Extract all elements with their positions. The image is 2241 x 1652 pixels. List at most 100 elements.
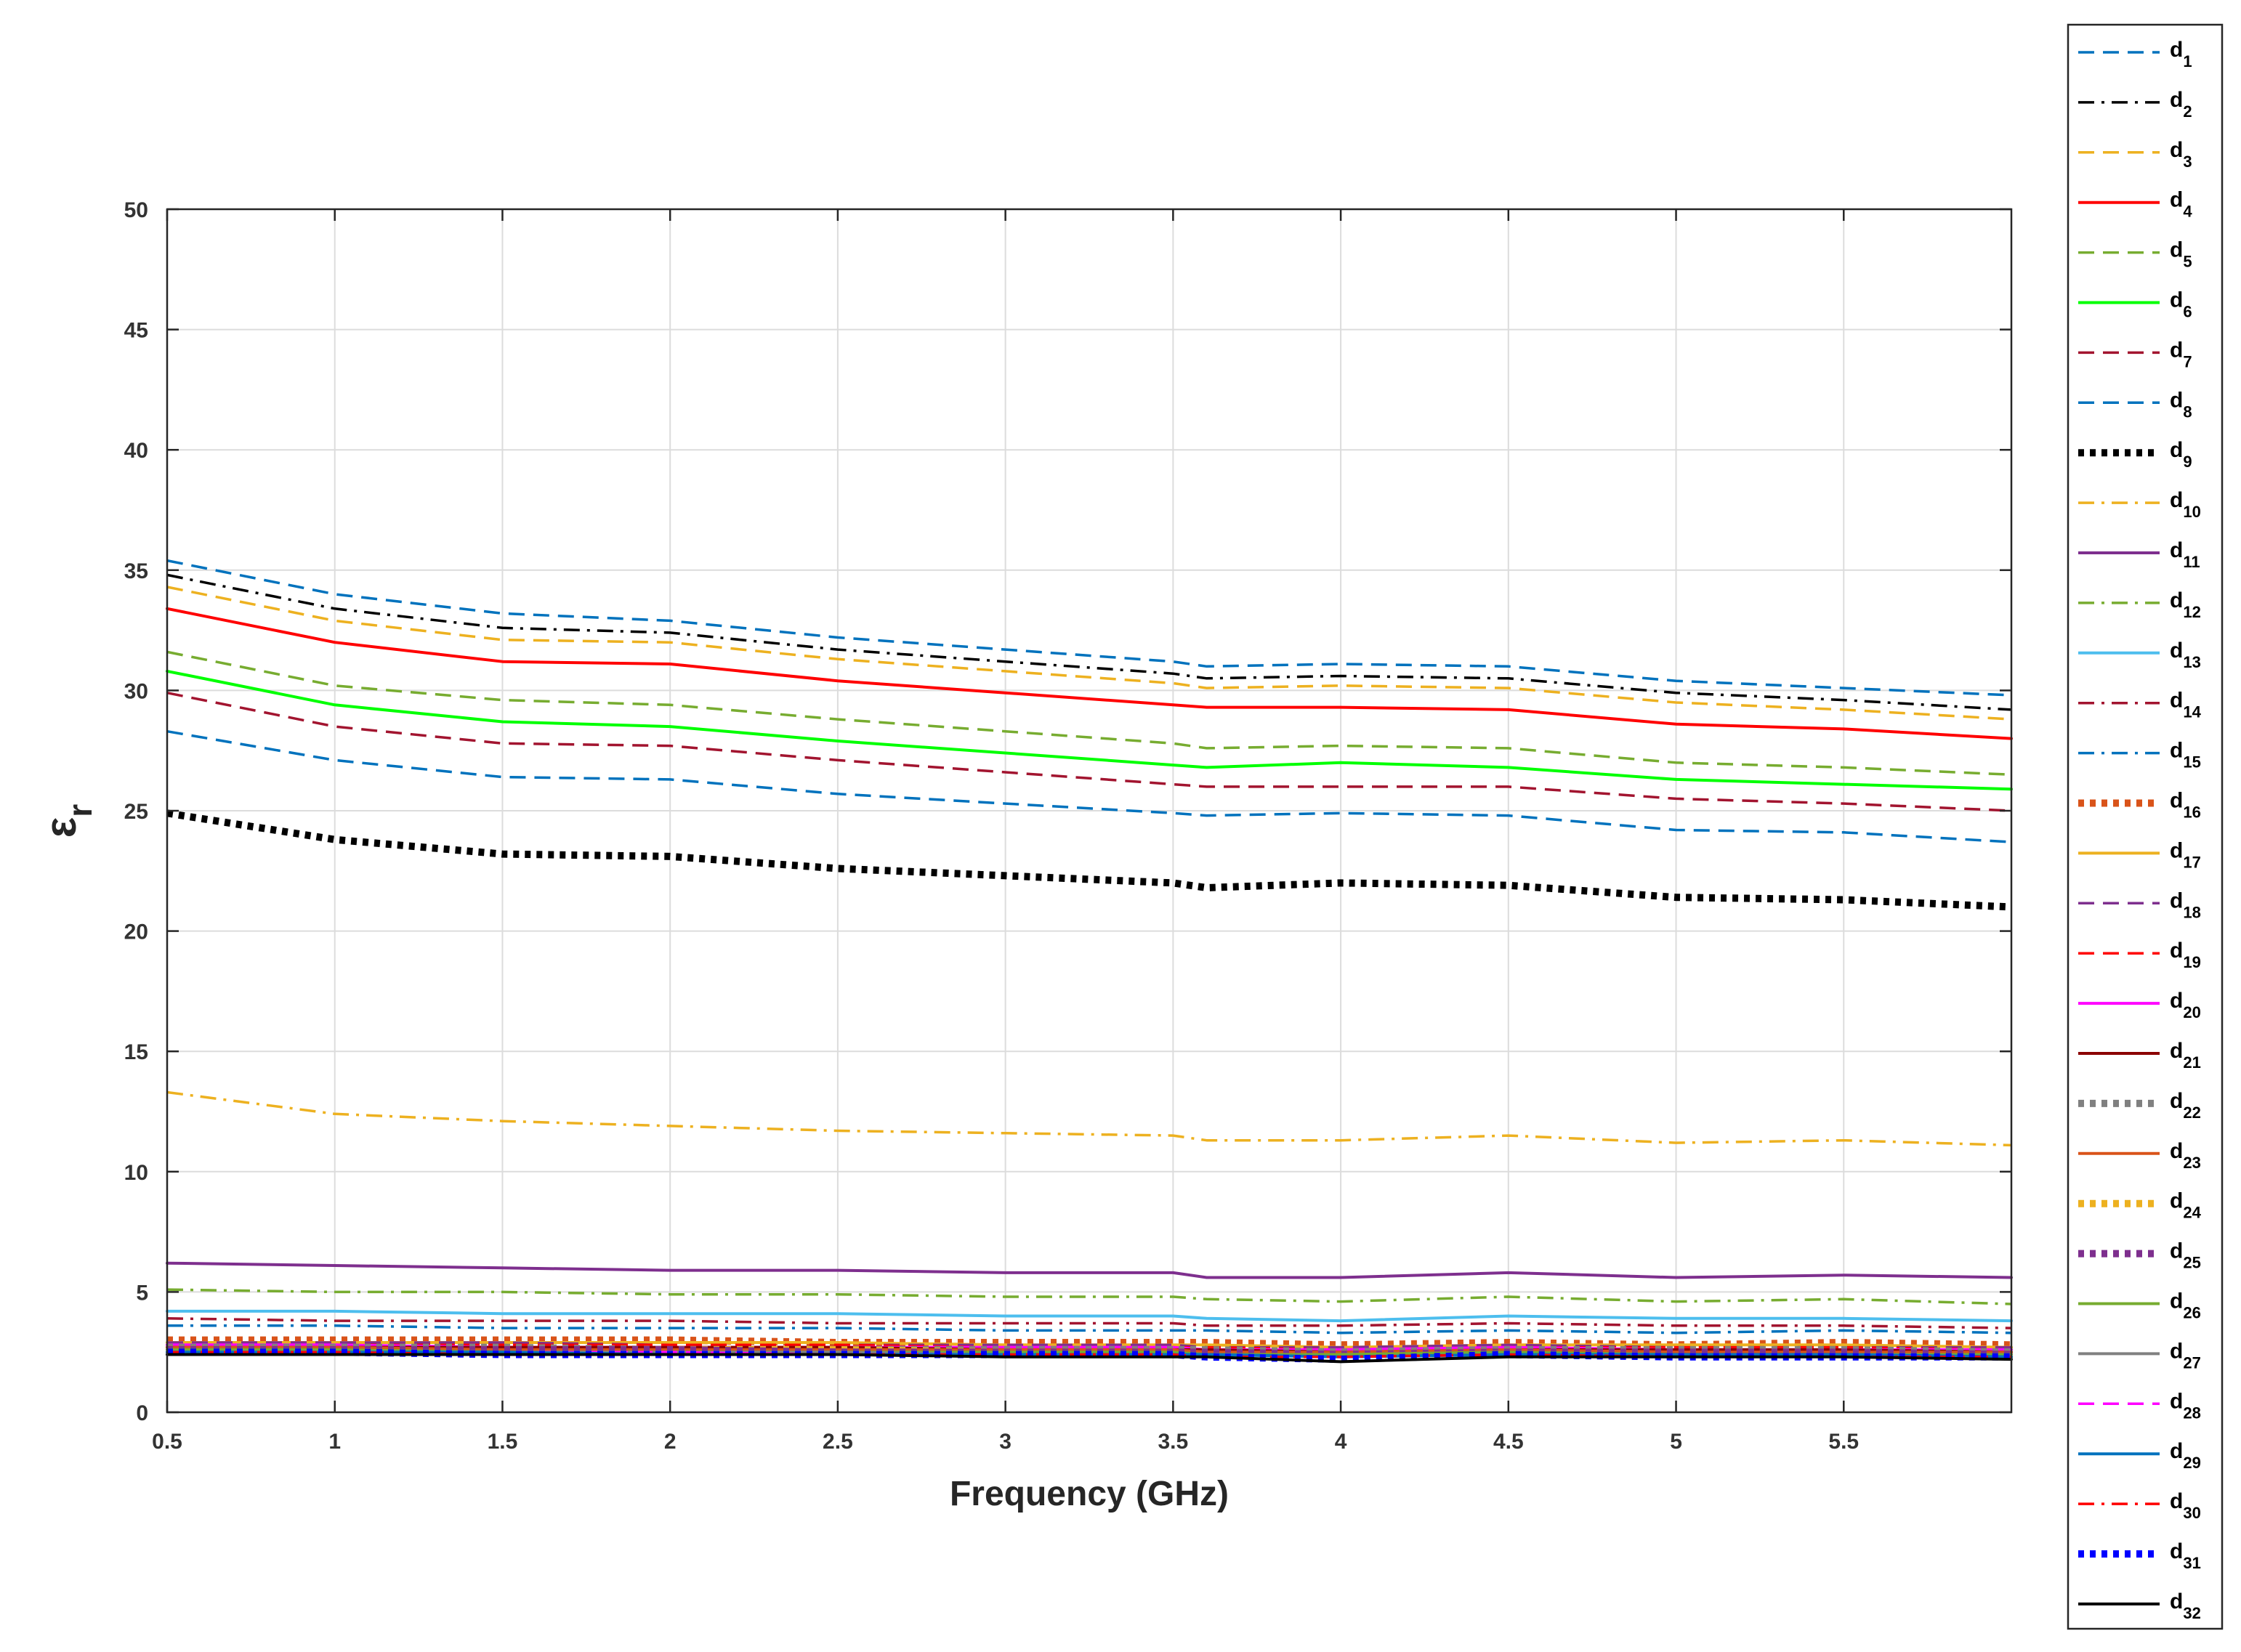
legend-entry-d12: d12 bbox=[2078, 588, 2201, 621]
legend-label: d24 bbox=[2170, 1189, 2202, 1222]
y-tick-label: 45 bbox=[124, 319, 148, 343]
legend-entry-d7: d7 bbox=[2078, 338, 2192, 371]
legend-label: d31 bbox=[2170, 1539, 2201, 1572]
series-line-d19 bbox=[167, 1343, 2012, 1351]
legend-entry-d10: d10 bbox=[2078, 488, 2201, 521]
legend-entry-d28: d28 bbox=[2078, 1389, 2201, 1422]
x-tick-label: 4 bbox=[1335, 1430, 1347, 1454]
series-line-d7 bbox=[166, 691, 2012, 812]
series-line-d8 bbox=[166, 729, 2012, 843]
series-line-d11 bbox=[166, 1261, 2013, 1279]
y-tick-label: 50 bbox=[124, 198, 148, 222]
legend-entry-d32: d32 bbox=[2078, 1590, 2201, 1622]
series-line-d13 bbox=[166, 1309, 2013, 1323]
series-line-d5 bbox=[166, 650, 2012, 777]
y-tick-label: 20 bbox=[124, 920, 148, 944]
x-tick-label: 3 bbox=[999, 1430, 1012, 1454]
y-tick-label: 25 bbox=[124, 800, 148, 824]
legend-entry-d8: d8 bbox=[2078, 388, 2192, 421]
grid bbox=[167, 209, 2011, 1412]
legend-label: d16 bbox=[2170, 789, 2201, 822]
legend-label: d12 bbox=[2170, 588, 2201, 621]
legend-label: d30 bbox=[2170, 1489, 2201, 1522]
x-tick-label: 4.5 bbox=[1493, 1430, 1524, 1454]
y-tick-label: 0 bbox=[136, 1401, 148, 1425]
legend-entry-d3: d3 bbox=[2078, 138, 2192, 171]
legend-label: d27 bbox=[2170, 1339, 2201, 1372]
legend-label: d22 bbox=[2170, 1089, 2201, 1122]
legend-label: d6 bbox=[2170, 288, 2192, 321]
series-line-d2 bbox=[166, 573, 2012, 711]
y-tick-label: 15 bbox=[124, 1040, 148, 1064]
legend-entry-d16: d16 bbox=[2078, 789, 2201, 822]
series-line-d32 bbox=[166, 1353, 2013, 1364]
legend-label: d20 bbox=[2170, 989, 2201, 1021]
legend: d1 d2 d3 d4 d5 d6 d7 d8 d9 d10 d11 d12 d13 d14 d15 d16 d… bbox=[2067, 23, 2224, 1630]
series-layer bbox=[166, 559, 2013, 1364]
legend-label: d10 bbox=[2170, 488, 2201, 521]
legend-label: d19 bbox=[2170, 939, 2201, 971]
y-tick-labels: 0 5 10 15 20 25 30 35 40 45 50 bbox=[124, 198, 148, 1425]
y-axis-title-base: ε bbox=[36, 817, 85, 838]
legend-entry-d24: d24 bbox=[2078, 1189, 2202, 1222]
legend-entry-d2: d2 bbox=[2078, 88, 2192, 121]
legend-entry-d25: d25 bbox=[2078, 1239, 2201, 1272]
series-line-d14 bbox=[166, 1317, 2012, 1329]
legend-label: d21 bbox=[2170, 1039, 2201, 1072]
legend-items: d1 d2 d3 d4 d5 d6 d7 d8 d9 d10 d11 d12 d13 d14 d15 d16 d… bbox=[2078, 38, 2202, 1622]
legend-label: d14 bbox=[2170, 689, 2202, 721]
x-tick-label: 0.5 bbox=[152, 1430, 182, 1454]
legend-entry-d23: d23 bbox=[2078, 1139, 2201, 1172]
x-tick-label: 1.5 bbox=[488, 1430, 518, 1454]
legend-entry-d19: d19 bbox=[2078, 939, 2201, 971]
legend-label: d18 bbox=[2170, 888, 2201, 921]
y-tick-label: 40 bbox=[124, 439, 148, 463]
x-tick-labels: 0.5 1 1.5 2 2.5 3 3.5 4 4.5 5 5.5 bbox=[152, 1430, 1859, 1454]
legend-entry-d22: d22 bbox=[2078, 1089, 2201, 1122]
x-tick-label: 5.5 bbox=[1828, 1430, 1859, 1454]
series-line-d1 bbox=[166, 559, 2012, 697]
legend-label: d8 bbox=[2170, 388, 2192, 421]
legend-entry-d1: d1 bbox=[2078, 38, 2192, 70]
legend-label: d23 bbox=[2170, 1139, 2201, 1172]
legend-label: d11 bbox=[2170, 538, 2200, 571]
legend-entry-d31: d31 bbox=[2078, 1539, 2201, 1572]
x-tick-label: 2.5 bbox=[823, 1430, 853, 1454]
y-axis-title-sub: r bbox=[61, 804, 99, 817]
y-tick-label: 30 bbox=[124, 679, 148, 703]
legend-label: d13 bbox=[2170, 639, 2201, 671]
x-tick-label: 5 bbox=[1670, 1430, 1682, 1454]
legend-label: d15 bbox=[2170, 739, 2201, 772]
legend-entry-d13: d13 bbox=[2078, 639, 2201, 671]
x-axis-title: Frequency (GHz) bbox=[950, 1475, 1229, 1513]
tick-marks bbox=[166, 208, 2011, 1414]
legend-entry-d5: d5 bbox=[2078, 238, 2192, 271]
legend-entry-d6: d6 bbox=[2078, 288, 2192, 321]
y-tick-label: 10 bbox=[124, 1161, 148, 1185]
series-line-d10 bbox=[166, 1090, 2012, 1147]
series-line-d4 bbox=[166, 607, 2013, 740]
legend-entry-d18: d18 bbox=[2078, 888, 2201, 921]
series-line-d15 bbox=[167, 1324, 2012, 1335]
legend-entry-d14: d14 bbox=[2078, 689, 2202, 721]
y-tick-label: 5 bbox=[136, 1281, 148, 1305]
x-tick-label: 2 bbox=[664, 1430, 677, 1454]
legend-entry-d29: d29 bbox=[2078, 1439, 2201, 1472]
legend-entry-d17: d17 bbox=[2078, 838, 2201, 871]
legend-entry-d9: d9 bbox=[2078, 438, 2192, 471]
legend-entry-d20: d20 bbox=[2078, 989, 2201, 1021]
series-line-d9 bbox=[166, 809, 2012, 911]
legend-entry-d21: d21 bbox=[2078, 1039, 2201, 1072]
legend-label: d5 bbox=[2170, 238, 2192, 271]
legend-entry-d11: d11 bbox=[2078, 538, 2200, 571]
y-tick-label: 35 bbox=[124, 559, 148, 583]
legend-label: d28 bbox=[2170, 1389, 2201, 1422]
series-line-d3 bbox=[166, 586, 2012, 721]
legend-label: d7 bbox=[2170, 338, 2192, 371]
series-line-d12 bbox=[166, 1288, 2012, 1305]
legend-label: d4 bbox=[2170, 188, 2192, 221]
legend-entry-d15: d15 bbox=[2078, 739, 2201, 772]
series-line-d23 bbox=[166, 1345, 2013, 1354]
svg-text:εr: εr bbox=[36, 804, 99, 838]
